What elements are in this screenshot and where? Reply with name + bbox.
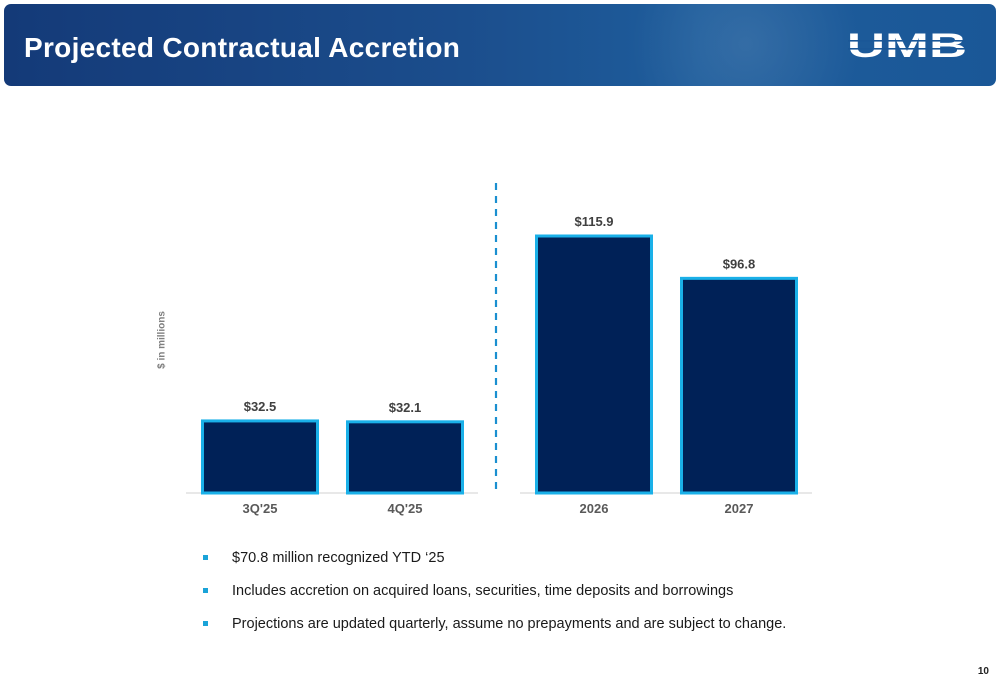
x-tick-label: 2026 xyxy=(580,501,609,516)
umb-logo: UMB xyxy=(847,28,967,64)
data-label: $32.1 xyxy=(389,400,422,415)
data-label: $96.8 xyxy=(723,256,756,271)
bullet-list: $70.8 million recognized YTD ‘25 Include… xyxy=(203,548,786,647)
bullet-item: $70.8 million recognized YTD ‘25 xyxy=(203,548,786,581)
logo-stripe xyxy=(848,48,966,50)
bullet-text: Projections are updated quarterly, assum… xyxy=(232,616,787,632)
page-title: Projected Contractual Accretion xyxy=(24,32,461,63)
data-label: $32.5 xyxy=(244,399,277,414)
page-number: 10 xyxy=(977,666,989,677)
bullet-item: Includes accretion on acquired loans, se… xyxy=(203,581,786,614)
bullet-text: $70.8 million recognized YTD ‘25 xyxy=(232,550,445,566)
bullet-marker xyxy=(203,555,208,560)
bullet-marker xyxy=(203,588,208,593)
title-banner: Projected Contractual Accretion UMB xyxy=(4,4,996,86)
logo-text: UMB xyxy=(847,28,967,64)
bar-2026 xyxy=(535,234,653,495)
bar-2027 xyxy=(680,276,798,495)
bullet-item: Projections are updated quarterly, assum… xyxy=(203,614,786,647)
bar-4Q'25 xyxy=(346,420,464,495)
banner-decoration xyxy=(616,4,876,86)
logo-stripe xyxy=(848,40,966,42)
x-tick-label: 3Q'25 xyxy=(243,501,278,516)
plot-area: $32.5 3Q'25 $32.1 4Q'25 $115.9 2026 $96.8 2027 xyxy=(186,183,812,516)
x-tick-label: 4Q'25 xyxy=(388,501,423,516)
x-tick-label: 2027 xyxy=(725,501,754,516)
data-label: $115.9 xyxy=(574,214,613,229)
y-axis-label: $ in millions xyxy=(156,311,168,369)
bullet-marker xyxy=(203,621,208,626)
bullet-text: Includes accretion on acquired loans, se… xyxy=(232,583,734,599)
bar-3Q'25 xyxy=(201,419,319,495)
